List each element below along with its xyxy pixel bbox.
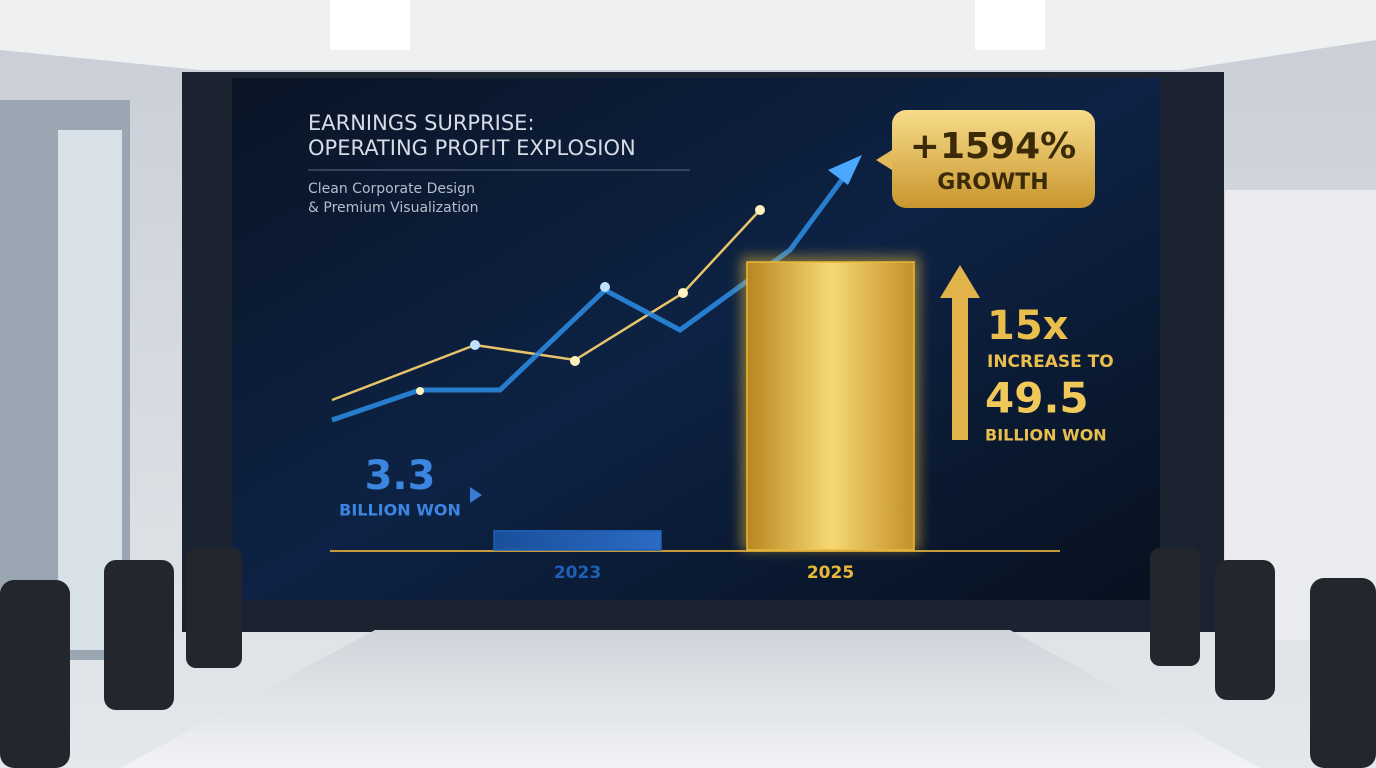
growth-badge [892,110,1095,208]
bar [493,530,662,551]
trend-point [570,356,580,366]
chair [186,548,242,668]
value-label: 49.5 [985,374,1089,423]
multiple-label: 15x [987,303,1069,349]
table [120,630,1260,768]
chair [1215,560,1275,700]
chair [0,580,70,768]
trend-point [416,387,424,395]
chart-subtitle: & Premium Visualization [308,200,479,216]
ceiling [0,0,1376,70]
trend-point [600,282,610,292]
chart-title: OPERATING PROFIT EXPLOSION [308,136,636,160]
x-tick-label: 2023 [554,563,601,583]
bar [746,261,915,551]
up-arrow [940,265,980,440]
chart-title: EARNINGS SURPRISE: [308,111,535,135]
x-tick-label: 2025 [807,563,854,583]
trend-point [678,288,688,298]
multiple-caption: INCREASE TO [987,352,1114,372]
chair [1310,578,1376,768]
ceiling-light [330,0,410,50]
growth-label: +1594% [910,126,1076,167]
badge-pointer [876,150,892,170]
chairs [0,548,1376,768]
ceiling-light [975,0,1045,50]
arrow-head [828,155,862,185]
unit-label: BILLION WON [985,426,1107,445]
chair [1150,548,1200,666]
trend-point [755,205,765,215]
growth-caption: GROWTH [937,170,1048,195]
trend-point [470,340,480,350]
chair [104,560,174,710]
pointer [470,487,482,503]
bars: 2023 2025 [493,256,920,583]
value-label: 3.3 [365,453,436,499]
unit-label: BILLION WON [339,501,461,520]
chart-subtitle: Clean Corporate Design [308,181,475,197]
